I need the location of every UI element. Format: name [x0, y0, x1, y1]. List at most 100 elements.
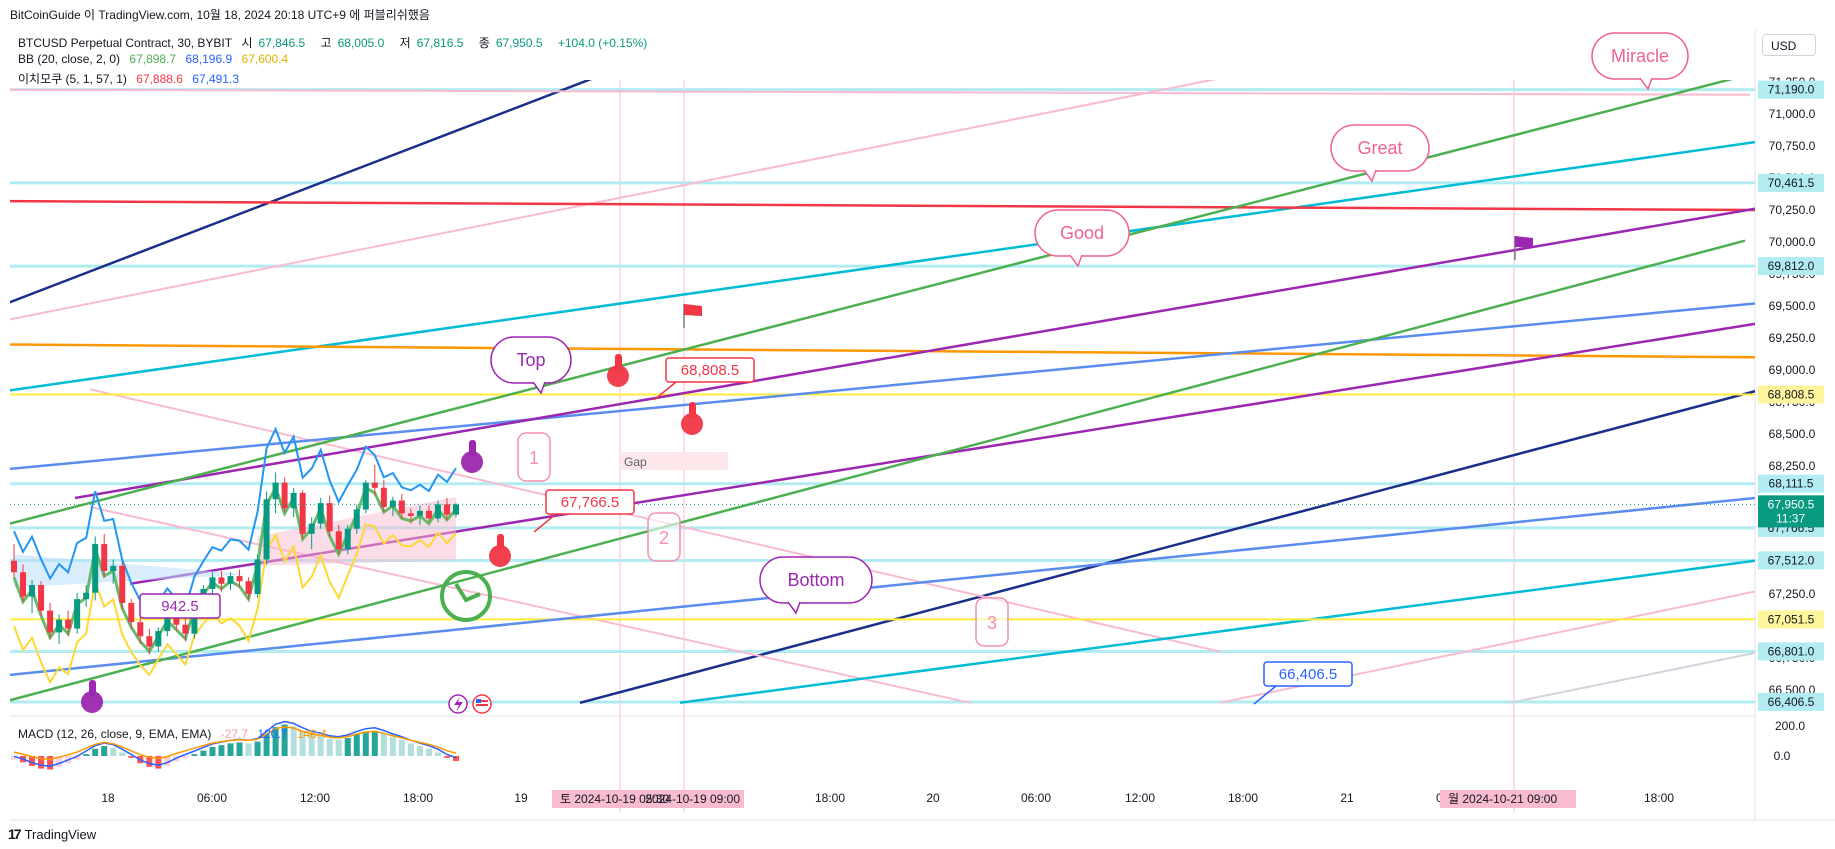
gap-zone[interactable]: [620, 452, 728, 470]
hand-pointer-red-2-icon[interactable]: [681, 402, 703, 435]
trendline[interactable]: [0, 239, 1746, 703]
candle[interactable]: [434, 500, 441, 523]
hand-pointer-purple-1-icon[interactable]: [461, 440, 483, 473]
candle[interactable]: [146, 628, 153, 655]
trendline[interactable]: [0, 302, 1755, 471]
bubble-bottom[interactable]: Bottom: [759, 556, 873, 615]
hand-pointer-red-1-icon[interactable]: [607, 354, 629, 387]
time-highlight-range-2[interactable]: 월 2024-10-21 09:00: [1440, 790, 1576, 808]
candle[interactable]: [263, 491, 270, 565]
symbol-name[interactable]: BTCUSD Perpetual Contract, 30, BYBIT: [18, 36, 233, 50]
price-level-label[interactable]: 66,801.0: [1758, 642, 1824, 661]
macd-pane[interactable]: [11, 720, 459, 770]
candle[interactable]: [128, 599, 135, 629]
candle[interactable]: [425, 505, 432, 522]
number-2-box[interactable]: 2: [647, 512, 681, 562]
candle[interactable]: [38, 581, 45, 616]
box-66406[interactable]: 66,406.5: [1263, 661, 1353, 687]
bubble-good[interactable]: Good: [1034, 209, 1130, 268]
candle[interactable]: [209, 572, 216, 594]
candle[interactable]: [416, 505, 423, 525]
hand-pointer-purple-2-icon[interactable]: [81, 680, 103, 713]
bb-legend[interactable]: BB (20, close, 2, 0) 67,898.7 68,196.9 6…: [18, 52, 294, 66]
trendline[interactable]: [0, 496, 1755, 677]
candle[interactable]: [20, 564, 27, 602]
price-level-label[interactable]: 68,111.5: [1758, 474, 1824, 493]
candle[interactable]: [281, 477, 288, 513]
trendline[interactable]: [0, 56, 650, 306]
candle[interactable]: [74, 592, 81, 634]
candle[interactable]: [218, 570, 225, 592]
trendline[interactable]: [0, 88, 1751, 96]
candle[interactable]: [65, 610, 72, 637]
current-price-label[interactable]: 67,950.511:37: [1758, 495, 1824, 528]
candle[interactable]: [83, 585, 90, 607]
price-level-label[interactable]: 70,461.5: [1758, 173, 1824, 192]
trendline[interactable]: [679, 559, 1755, 705]
event-icons[interactable]: [448, 694, 492, 714]
bb-label[interactable]: BB (20, close, 2, 0): [18, 52, 121, 66]
price-level-label[interactable]: 68,808.5: [1758, 385, 1824, 404]
box-942[interactable]: 942.5: [139, 593, 221, 619]
price-level-label[interactable]: 66,406.5: [1758, 692, 1824, 711]
candle[interactable]: [453, 503, 459, 518]
candle[interactable]: [227, 572, 234, 591]
candle[interactable]: [56, 614, 63, 644]
currency-button[interactable]: USD: [1762, 34, 1816, 56]
candle[interactable]: [317, 498, 324, 529]
symbol-legend[interactable]: BTCUSD Perpetual Contract, 30, BYBIT 시 67…: [18, 34, 653, 51]
macd-label[interactable]: MACD (12, 26, close, 9, EMA, EMA): [18, 727, 212, 741]
candle[interactable]: [110, 559, 117, 584]
candle[interactable]: [245, 577, 252, 600]
ichimoku-label[interactable]: 이치모쿠 (5, 1, 57, 1): [18, 72, 127, 86]
box-68808[interactable]: 68,808.5: [665, 357, 755, 383]
candle[interactable]: [290, 487, 297, 518]
price-level-label[interactable]: 67,512.0: [1758, 551, 1824, 570]
candle[interactable]: [344, 524, 351, 555]
trendline[interactable]: [0, 343, 1755, 359]
price-pane[interactable]: Gap: [0, 56, 1835, 705]
ichimoku-legend[interactable]: 이치모쿠 (5, 1, 57, 1) 67,888.6 67,491.3: [18, 70, 245, 87]
candle[interactable]: [29, 579, 36, 614]
number-1-box[interactable]: 1: [517, 432, 551, 482]
trendline[interactable]: [0, 140, 1755, 392]
hand-pointer-red-3-icon[interactable]: [489, 534, 511, 567]
bubble-great[interactable]: Great: [1330, 124, 1430, 183]
candle[interactable]: [326, 495, 333, 537]
trendline[interactable]: [579, 370, 1835, 705]
candle[interactable]: [236, 569, 243, 588]
red-flag-icon[interactable]: [683, 304, 702, 328]
candle[interactable]: [11, 544, 17, 578]
candle[interactable]: [380, 480, 387, 513]
box-67766[interactable]: 67,766.5: [545, 489, 635, 515]
candle[interactable]: [47, 602, 54, 639]
candle[interactable]: [182, 618, 189, 642]
candle[interactable]: [398, 494, 405, 519]
bubble-miracle[interactable]: Miracle: [1591, 32, 1689, 91]
trendline[interactable]: [1509, 651, 1755, 704]
candle[interactable]: [155, 627, 162, 652]
candle[interactable]: [308, 517, 315, 550]
candle[interactable]: [407, 508, 414, 524]
trendline[interactable]: [0, 199, 1755, 212]
bubble-top[interactable]: Top: [490, 336, 572, 395]
tradingview-brand[interactable]: 17 TradingView: [8, 826, 96, 842]
candle[interactable]: [353, 504, 360, 534]
trendline[interactable]: [89, 505, 971, 704]
green-clock-icon[interactable]: [440, 570, 492, 622]
candle[interactable]: [92, 536, 99, 601]
candle[interactable]: [371, 464, 378, 496]
purple-flag-icon[interactable]: [1514, 236, 1533, 260]
candle[interactable]: [137, 615, 144, 644]
candle[interactable]: [101, 533, 108, 578]
trendline[interactable]: [0, 56, 1330, 321]
candle[interactable]: [272, 472, 279, 514]
candle[interactable]: [299, 490, 306, 539]
trendline[interactable]: [0, 76, 1745, 527]
candle[interactable]: [254, 554, 261, 598]
price-level-label[interactable]: 69,812.0: [1758, 257, 1824, 276]
candle[interactable]: [335, 524, 342, 555]
price-level-label[interactable]: 71,190.0: [1758, 80, 1824, 99]
